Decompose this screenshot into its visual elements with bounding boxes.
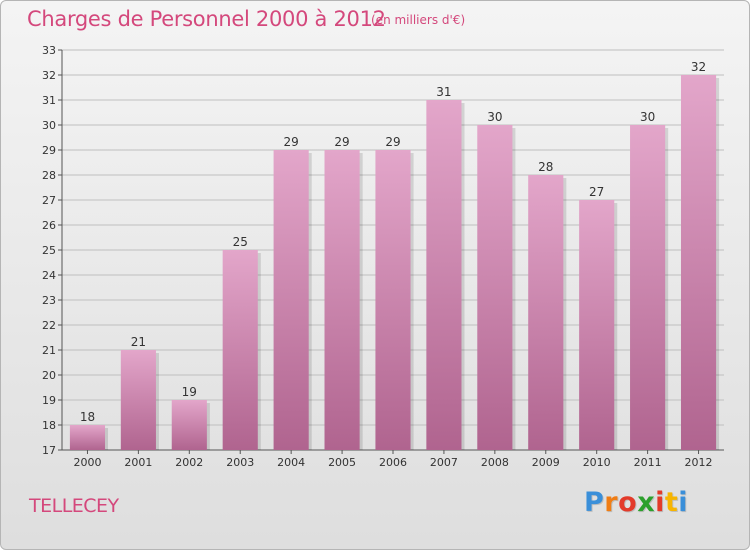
y-tick-label: 21 (42, 344, 56, 357)
y-tick-label: 26 (42, 219, 56, 232)
y-tick-label: 19 (42, 394, 56, 407)
x-tick-label: 2008 (481, 456, 509, 469)
logo-letter: P (584, 487, 605, 518)
value-label: 32 (691, 60, 706, 74)
x-tick-label: 2011 (634, 456, 662, 469)
y-tick-label: 27 (42, 194, 56, 207)
x-tick-label: 2010 (583, 456, 611, 469)
y-tick-label: 17 (42, 444, 56, 457)
y-tick-label: 25 (42, 244, 56, 257)
value-label: 30 (487, 110, 502, 124)
x-tick-label: 2005 (328, 456, 356, 469)
y-tick-label: 29 (42, 144, 56, 157)
bar-2012 (680, 75, 717, 450)
x-tick-label: 2006 (379, 456, 407, 469)
bar-2004 (273, 150, 309, 450)
value-label: 19 (182, 385, 197, 399)
place-name: TELLECEY (29, 495, 119, 517)
logo-letter: i (655, 487, 665, 518)
bar-2000 (69, 425, 106, 450)
value-label: 27 (589, 185, 604, 199)
value-label: 30 (640, 110, 655, 124)
y-tick-label: 20 (42, 369, 56, 382)
bar-2011 (630, 125, 666, 450)
y-tick-label: 28 (42, 169, 56, 182)
y-tick-label: 23 (42, 294, 56, 307)
y-tick-label: 24 (42, 269, 56, 282)
bar-2006 (375, 150, 411, 450)
value-label: 29 (284, 135, 299, 149)
x-tick-label: 2007 (430, 456, 458, 469)
bar-2009 (528, 175, 564, 450)
value-label: 29 (334, 135, 349, 149)
x-tick-label: 2001 (124, 456, 152, 469)
y-tick-label: 31 (42, 94, 56, 107)
x-tick-label: 2009 (532, 456, 560, 469)
bar-2001 (120, 350, 156, 450)
y-tick-label: 33 (42, 44, 56, 57)
bar-2003 (222, 250, 258, 450)
value-label: 25 (233, 235, 248, 249)
value-label: 29 (385, 135, 400, 149)
bar-2007 (426, 100, 462, 450)
logo-letter: x (637, 487, 656, 518)
y-tick-label: 22 (42, 319, 56, 332)
logo-letter: i (678, 487, 689, 518)
labels: 17 18 19 20 21 22 23 24 25 26 27 28 29 30 31 32 33 2000 18… (42, 44, 713, 469)
logo-letter: t (664, 487, 679, 518)
x-tick-label: 2012 (685, 456, 713, 469)
bar-2008 (477, 125, 513, 450)
chart-title: Charges de Personnel 2000 à 2012 (27, 7, 386, 31)
x-tick-label: 2000 (73, 456, 101, 469)
y-tick-label: 30 (42, 119, 56, 132)
value-label: 18 (80, 410, 95, 424)
value-label: 28 (538, 160, 553, 174)
chart-subtitle: (en milliers d'€) (371, 13, 466, 27)
logo-letter: o (618, 487, 638, 518)
value-label: 31 (436, 85, 451, 99)
bar-2002 (171, 400, 207, 450)
y-tick-label: 32 (42, 69, 56, 82)
proxiti-logo[interactable]: Proxiti (584, 487, 688, 518)
x-tick-label: 2002 (175, 456, 203, 469)
bar-2005 (324, 150, 360, 450)
bars (69, 75, 720, 450)
x-tick-label: 2003 (226, 456, 254, 469)
value-label: 21 (131, 335, 146, 349)
y-tick-label: 18 (42, 419, 56, 432)
logo-letter: r (604, 487, 619, 518)
x-tick-label: 2004 (277, 456, 305, 469)
bar-2010 (579, 200, 615, 450)
